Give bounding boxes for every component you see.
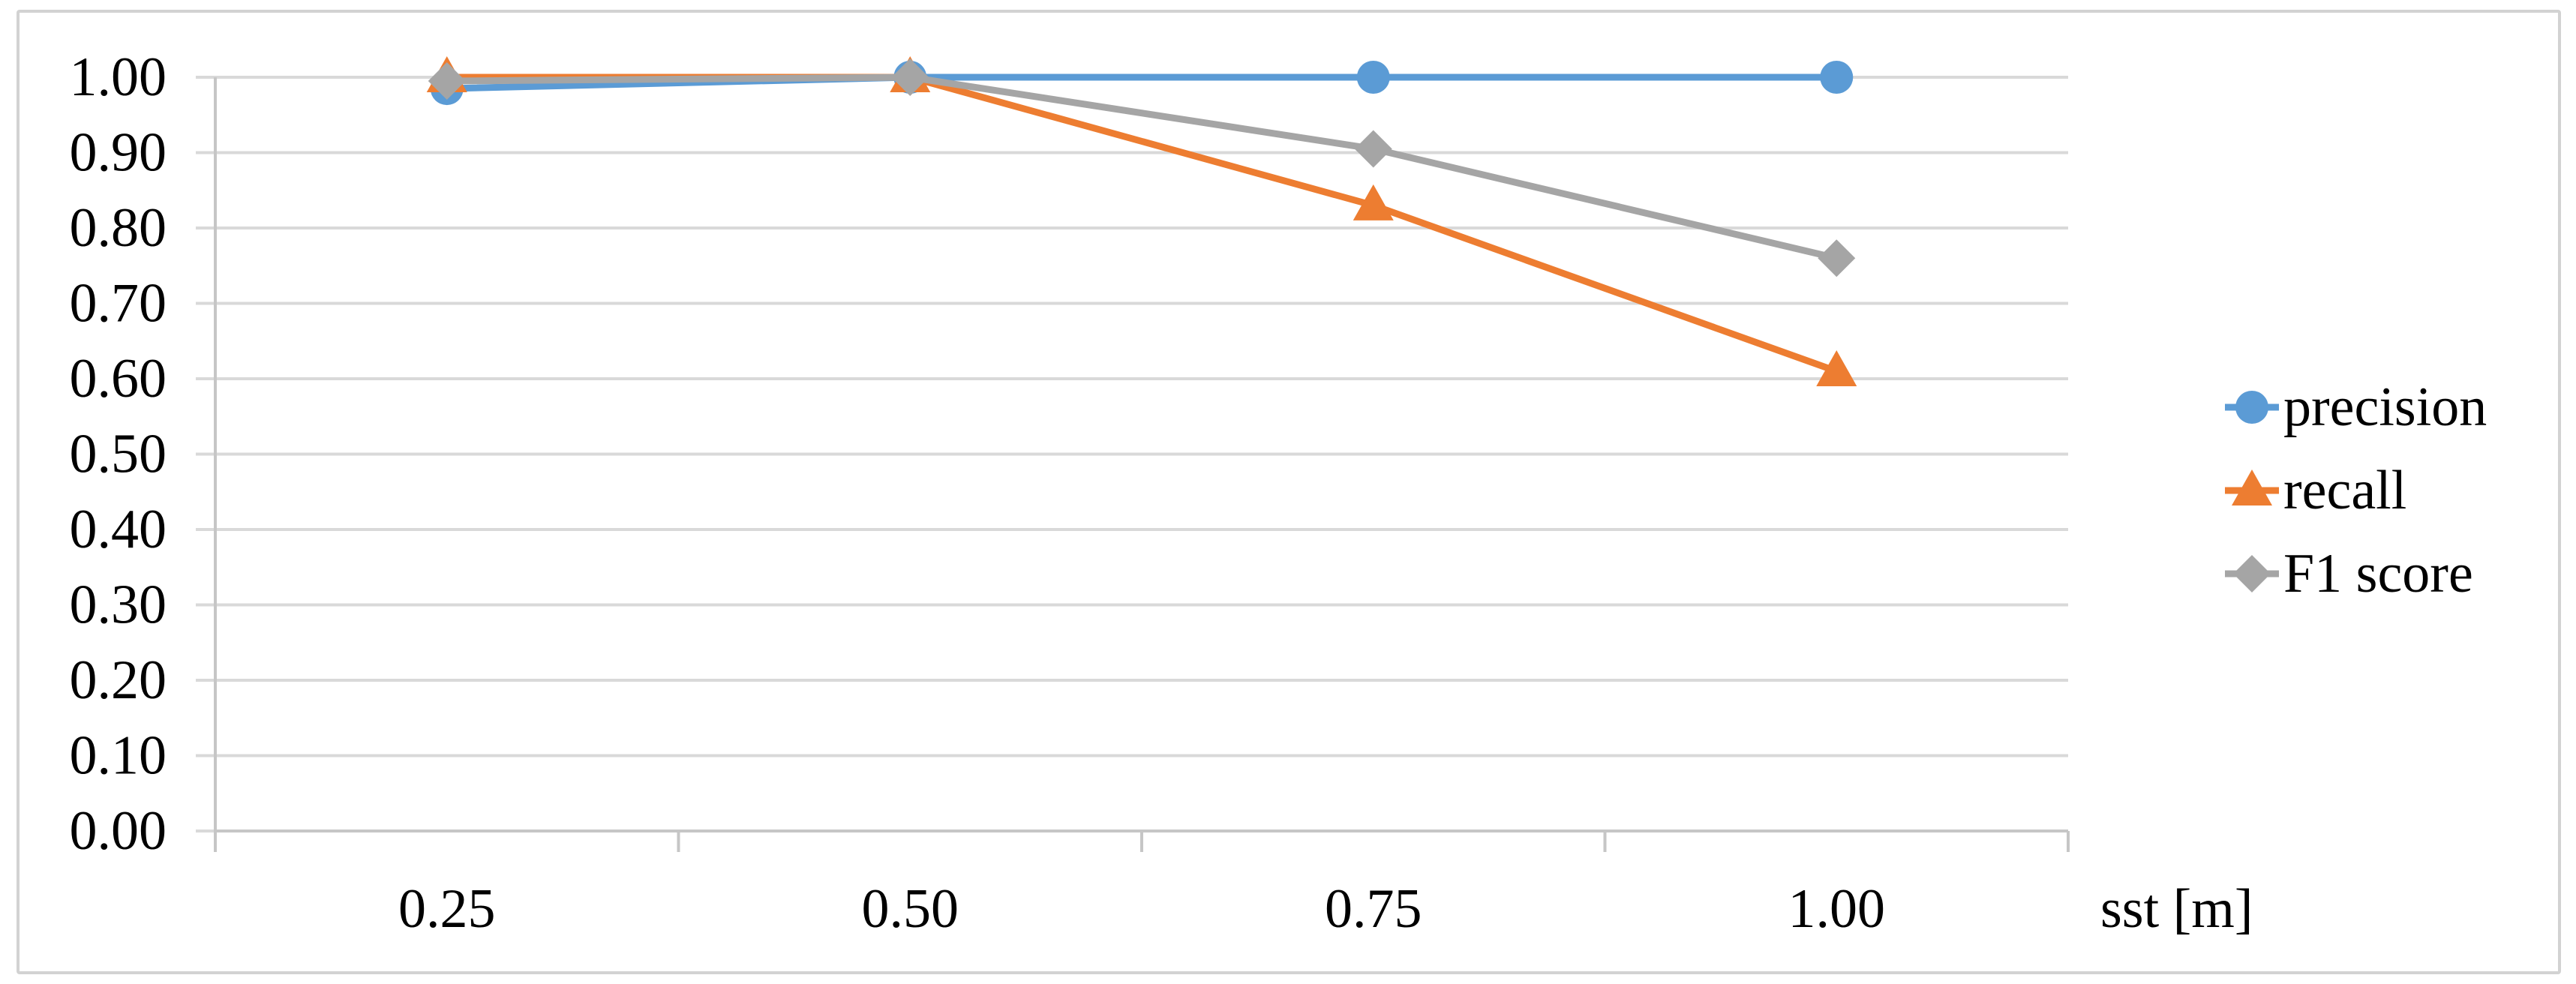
series-line-recall (443, 74, 1840, 375)
x-tick-label: 0.50 (862, 878, 959, 940)
series-group (426, 56, 1857, 386)
marker-precision (1820, 61, 1854, 94)
marker-recall (1353, 184, 1394, 220)
y-tick-label: 0.80 (70, 197, 167, 259)
marker-f1-score (891, 58, 929, 96)
y-tick-label: 0.40 (70, 499, 167, 560)
figure-border (17, 10, 2561, 974)
x-tick-label: 0.75 (1325, 878, 1422, 940)
y-tick-label: 0.90 (70, 122, 167, 184)
series-line-precision (443, 74, 1840, 92)
marker-precision (1356, 61, 1390, 94)
y-tick-label: 1.00 (70, 46, 167, 108)
series-precision (430, 61, 1854, 106)
y-tick-label: 0.30 (70, 574, 167, 636)
legend-marker-precision (2235, 391, 2268, 424)
y-tick-label: 0.00 (70, 800, 167, 862)
legend-item-precision: precision (2225, 376, 2487, 438)
x-axis-title: sst [m] (2100, 878, 2253, 940)
legend-item-recall: recall (2225, 460, 2406, 521)
x-tick-label: 0.25 (398, 878, 496, 940)
legend-label-f1-score: F1 score (2283, 543, 2473, 604)
y-tick-label: 0.10 (70, 725, 167, 787)
legend-label-recall: recall (2283, 460, 2406, 521)
axes (214, 77, 2070, 852)
y-tick-label: 0.50 (70, 424, 167, 485)
legend-marker-recall (2232, 470, 2272, 506)
marker-f1-score (1354, 130, 1392, 168)
x-axis-tick-labels: 0.25 0.50 0.75 1.00 (398, 878, 1885, 940)
legend: precision recall F1 score (2225, 376, 2487, 604)
series-f1-score (428, 58, 1856, 278)
y-tick-label: 0.60 (70, 348, 167, 410)
series-line-f1-score (443, 74, 1840, 262)
y-tick-label: 0.20 (70, 650, 167, 711)
y-tick-label: 0.70 (70, 273, 167, 334)
legend-marker-f1-score (2233, 555, 2271, 592)
marker-recall (1816, 350, 1857, 386)
legend-item-f1-score: F1 score (2225, 543, 2473, 604)
marker-f1-score (428, 62, 466, 100)
gridlines (196, 76, 2068, 832)
legend-label-precision: precision (2283, 376, 2487, 438)
series-recall (426, 56, 1857, 386)
marker-f1-score (1818, 239, 1856, 278)
x-tick-label: 1.00 (1788, 878, 1886, 940)
y-axis-tick-labels: 0.00 0.10 0.20 0.30 0.40 0.50 0.60 0.70 0.80 0.90… (70, 46, 167, 862)
